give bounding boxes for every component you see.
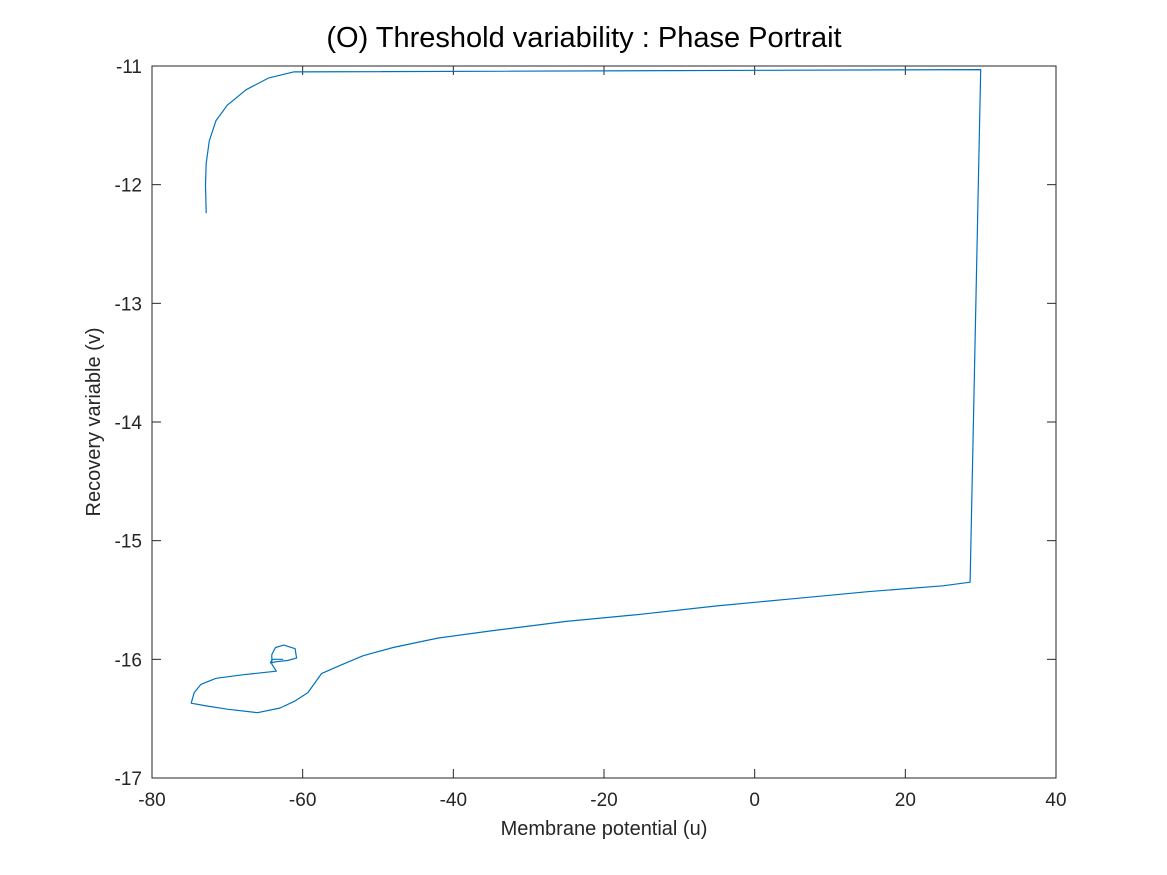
axis-ticks: -80 -60 -40 -20 0 20 40 -17 -16 -15 -14 -13 -12 -11 [115, 57, 1067, 811]
x-tick-label: -60 [289, 790, 316, 811]
x-tick-label: 20 [895, 790, 916, 811]
y-tick-label: -14 [115, 413, 143, 434]
x-tick-label: -40 [440, 790, 467, 811]
chart-title: (O) Threshold variability : Phase Portra… [326, 22, 841, 54]
y-tick-label: -12 [115, 176, 142, 197]
x-tick-label: 40 [1045, 790, 1066, 811]
x-tick-label: 0 [749, 790, 760, 811]
x-tick-label: -20 [590, 790, 617, 811]
y-tick-label: -16 [115, 650, 142, 671]
trajectory-line [190, 68, 982, 714]
x-axis-title: Membrane potential (u) [501, 818, 708, 840]
y-axis-title: Recovery variable (v) [83, 328, 105, 517]
y-tick-label: -13 [115, 294, 142, 315]
x-tick-label: -80 [138, 790, 165, 811]
y-tick-label: -15 [115, 532, 142, 553]
series-layer [190, 68, 982, 714]
y-tick-label: -17 [115, 769, 142, 790]
plot-area-frame [151, 65, 1057, 779]
y-tick-label: -11 [116, 57, 142, 78]
